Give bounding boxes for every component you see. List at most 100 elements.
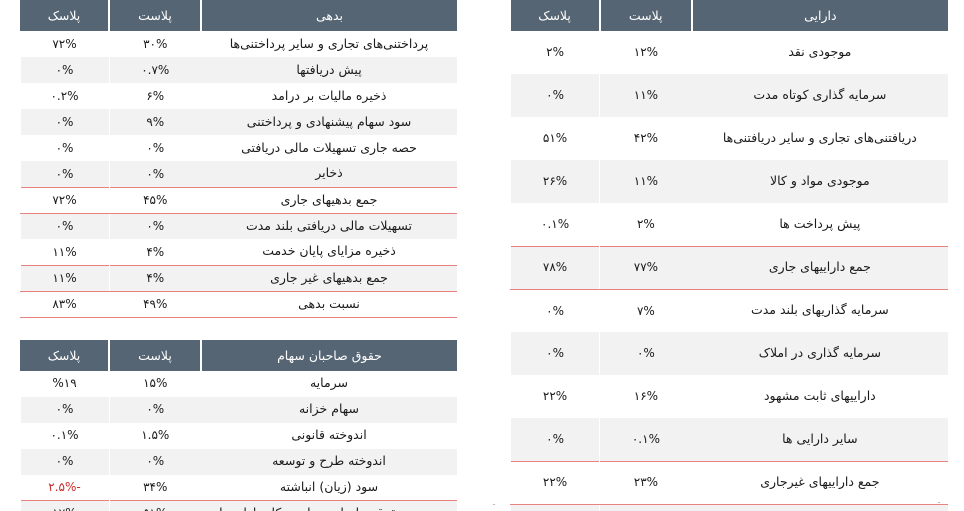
row-value-plast: ۰% xyxy=(108,135,201,161)
row-value-plast: ۰% xyxy=(108,213,201,239)
row-label: جمع بدهیهای غیر جاری xyxy=(201,264,457,292)
table-row: تسهیلات مالی دریافتی بلند مدت ۰% ۰% xyxy=(19,213,457,239)
row-label: سرمایه گذاری در املاک xyxy=(691,332,948,375)
table-row: اندوخته قانونی ۱.۵% ۰.۱% xyxy=(19,422,457,449)
row-value-plast: ۰% xyxy=(108,396,201,423)
assets-header-plask: پلاسک xyxy=(510,0,601,31)
table-row: جمع بدهیهای جاری ۴۵% ۷۲% xyxy=(19,186,457,214)
row-value-plast: ۰.۷% xyxy=(108,57,201,83)
equity-header-plask: پلاسک xyxy=(20,339,110,371)
row-value-plast: ۲۳% xyxy=(599,460,692,505)
row-value-plask: ۱۱% xyxy=(19,239,109,265)
table-row: موجودی مواد و کالا ۱۱% ۲۶% xyxy=(509,160,948,203)
table-row: موجودی نقد ۱۲% ۲% xyxy=(509,31,948,74)
table-row: نسبت بدهی ۴۹% ۸۳% xyxy=(19,290,457,318)
debt-table-header: بدهی پلاست پلاسک xyxy=(20,0,457,31)
row-value-plast: ۱۵% xyxy=(108,370,201,397)
left-column: بدهی پلاست پلاسک پرداختنی‌های تجاری و سا… xyxy=(19,0,457,511)
row-value-plask: -۲.۵% xyxy=(19,474,109,501)
row-label: موجودی نقد xyxy=(691,31,948,74)
row-value-plask: ۰% xyxy=(19,135,109,161)
table-row: اندوخته طرح و توسعه ۰% ۰% xyxy=(19,448,457,475)
row-value-plask: ۲% xyxy=(509,31,600,74)
row-value-plask: ۷۲% xyxy=(19,186,109,214)
row-label: پیش دریافتها xyxy=(201,57,457,83)
row-label: سود سهام پیشنهادی و پرداختنی xyxy=(201,109,457,135)
row-label: سهام خزانه xyxy=(201,396,457,423)
assets-header-plast: پلاست xyxy=(599,0,693,31)
table-row: سایر دارایی ها ۰.۱% ۰% xyxy=(509,418,948,461)
row-value-plask: ۰% xyxy=(509,332,600,375)
debt-header-plast: پلاست xyxy=(109,0,202,31)
table-row: داراییهای ثابت مشهود ۱۶% ۲۲% xyxy=(509,375,948,418)
row-label: سرمایه گذاری کوتاه مدت xyxy=(691,74,948,117)
debt-header-label: بدهی xyxy=(201,0,457,31)
row-label: نسبت حقوق صاحبان سهام به کل دارایی‌ها xyxy=(201,500,457,511)
row-label: اندوخته طرح و توسعه xyxy=(201,448,457,475)
row-label: جمع بدهیهای جاری xyxy=(201,186,457,214)
equity-table: حقوق صاحبان سهام پلاست پلاسک سرمایه ۱۵% %۱… xyxy=(19,339,457,511)
row-value-plast: ۴% xyxy=(108,239,201,265)
row-value-plask: ۸۳% xyxy=(19,290,109,318)
row-label: تسهیلات مالی دریافتی بلند مدت xyxy=(201,213,457,239)
table-row: سرمایه گذاری در املاک ۰% ۰% xyxy=(509,332,948,375)
right-column: دارایی پلاست پلاسک موجودی نقد ۱۲% ۲% سرمایه… xyxy=(509,0,948,511)
row-value-plask: ۰% xyxy=(509,418,600,461)
row-value-plask: ۰% xyxy=(509,74,600,117)
table-row: سرمایه گذاری کوتاه مدت ۱۱% ۰% xyxy=(509,74,948,117)
debt-header-plask: پلاسک xyxy=(20,0,110,31)
row-value-plask: ۵۱% xyxy=(509,117,600,160)
row-value-plask: %۱۹ xyxy=(19,370,109,397)
table-row: سهام خزانه ۰% ۰% xyxy=(19,396,457,423)
scan-artifact-right: ـ xyxy=(938,497,941,505)
row-label: جمع داراییهای جاری xyxy=(691,245,948,290)
row-label: سرمایه گذاریهای بلند مدت xyxy=(691,289,948,332)
row-label: سرمایه xyxy=(201,370,457,397)
row-value-plask: ۰% xyxy=(19,161,109,187)
row-value-plast: ۴۵% xyxy=(108,186,201,214)
table-row: جمع بدهیهای غیر جاری ۴% ۱۱% xyxy=(19,264,457,292)
row-value-plast: ۴% xyxy=(108,264,201,292)
assets-table-header: دارایی پلاست پلاسک xyxy=(510,0,948,31)
assets-header-label: دارایی xyxy=(691,0,948,31)
row-value-plask: ۷۸% xyxy=(509,245,600,290)
row-label: اندوخته قانونی xyxy=(201,422,457,449)
row-value-plast: ۱۶% xyxy=(599,375,692,418)
row-label: ذخیره مزایای پایان خدمت xyxy=(201,239,457,265)
row-label: ذخیره مالیات بر درامد xyxy=(201,83,457,109)
row-value-plast: ۰% xyxy=(599,332,692,375)
row-value-plask: ۰% xyxy=(19,213,109,239)
table-row: پیش پرداخت ها ۲% ۰.۱% xyxy=(509,203,948,246)
table-row: پیش دریافتها ۰.۷% ۰% xyxy=(19,57,457,83)
row-value-plast: ۵۱% xyxy=(108,500,201,511)
row-label: جمع داراییها xyxy=(691,503,948,511)
table-row: سرمایه گذاریهای بلند مدت ۷% ۰% xyxy=(509,289,948,332)
row-value-plask: ۰% xyxy=(509,289,600,332)
assets-header-row: دارایی پلاست پلاسک xyxy=(510,0,948,31)
scan-artifact-left: ـ xyxy=(493,499,496,507)
row-value-plask: ۰% xyxy=(19,448,109,475)
row-value-plask: ۱۷% xyxy=(19,500,109,511)
row-value-plast: ۰% xyxy=(108,448,201,475)
row-value-plast: ۲% xyxy=(599,203,692,246)
row-label: ذخایر xyxy=(201,161,457,187)
row-label: جمع داراییهای غیرجاری xyxy=(691,460,948,505)
equity-header-plast: پلاست xyxy=(109,339,202,371)
row-label: موجودی مواد و کالا xyxy=(691,160,948,203)
row-value-plast: ۱۰۰% xyxy=(599,503,692,511)
row-value-plast: ۹% xyxy=(108,109,201,135)
row-value-plast: ۷% xyxy=(599,289,692,332)
table-row: ذخایر ۰% ۰% xyxy=(19,161,457,187)
table-gap-spacer xyxy=(20,318,457,340)
assets-table-body: موجودی نقد ۱۲% ۲% سرمایه گذاری کوتاه مدت ۱۱%… xyxy=(509,31,948,511)
row-label: حصه جاری تسهیلات مالی دریافتی xyxy=(201,135,457,161)
row-label: پرداختنی‌های تجاری و سایر پرداختنی‌ها xyxy=(201,31,457,57)
equity-table-header: حقوق صاحبان سهام پلاست پلاسک xyxy=(20,339,457,371)
table-row: پرداختنی‌های تجاری و سایر پرداختنی‌ها ۳۰%… xyxy=(19,31,457,57)
row-label: نسبت بدهی xyxy=(201,290,457,318)
row-value-plast: ۱۱% xyxy=(599,160,692,203)
equity-header-label: حقوق صاحبان سهام xyxy=(201,339,457,371)
row-value-plask: ۱۱% xyxy=(19,264,109,292)
row-label: داراییهای ثابت مشهود xyxy=(691,375,948,418)
